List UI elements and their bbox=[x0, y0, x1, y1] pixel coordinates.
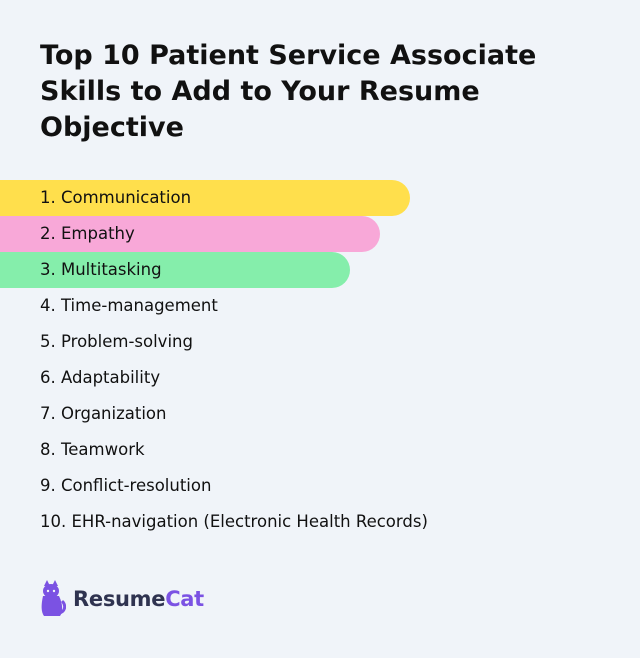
skill-item: 6. Adaptability bbox=[0, 360, 640, 396]
skill-label: 10. EHR-navigation (Electronic Health Re… bbox=[40, 512, 428, 531]
page-title: Top 10 Patient Service Associate Skills … bbox=[40, 40, 537, 143]
skill-item: 1. Communication bbox=[0, 180, 640, 216]
resumecat-logo: ResumeCat bbox=[40, 578, 204, 620]
cat-icon bbox=[41, 580, 66, 616]
skill-highlight-bar bbox=[0, 216, 380, 252]
logo-wordmark: ResumeCat bbox=[73, 587, 204, 611]
skill-item: 8. Teamwork bbox=[0, 432, 640, 468]
skill-item: 7. Organization bbox=[0, 396, 640, 432]
logo-text-cat: Cat bbox=[165, 587, 204, 611]
skill-label: 7. Organization bbox=[40, 404, 167, 423]
skill-item: 4. Time-management bbox=[0, 288, 640, 324]
skill-label: 6. Adaptability bbox=[40, 368, 161, 387]
skill-highlight-bar bbox=[0, 180, 410, 216]
skills-list: 1. Communication 2. Empathy 3. Multitask… bbox=[0, 180, 640, 540]
logo-text-resume: Resume bbox=[73, 587, 166, 611]
skill-item: 10. EHR-navigation (Electronic Health Re… bbox=[0, 504, 640, 540]
skill-item: 2. Empathy bbox=[0, 216, 640, 252]
skill-label: 8. Teamwork bbox=[40, 440, 145, 459]
skill-label: 4. Time-management bbox=[40, 296, 218, 315]
skill-label: 2. Empathy bbox=[40, 224, 135, 243]
skill-item: 9. Conflict-resolution bbox=[0, 468, 640, 504]
skill-label: 5. Problem-solving bbox=[40, 332, 193, 351]
skill-item: 5. Problem-solving bbox=[0, 324, 640, 360]
skill-label: 1. Communication bbox=[40, 188, 192, 207]
skill-label: 3. Multitasking bbox=[40, 260, 162, 279]
skill-highlight-bar bbox=[0, 252, 350, 288]
skill-item: 3. Multitasking bbox=[0, 252, 640, 288]
skill-label: 9. Conflict-resolution bbox=[40, 476, 212, 495]
